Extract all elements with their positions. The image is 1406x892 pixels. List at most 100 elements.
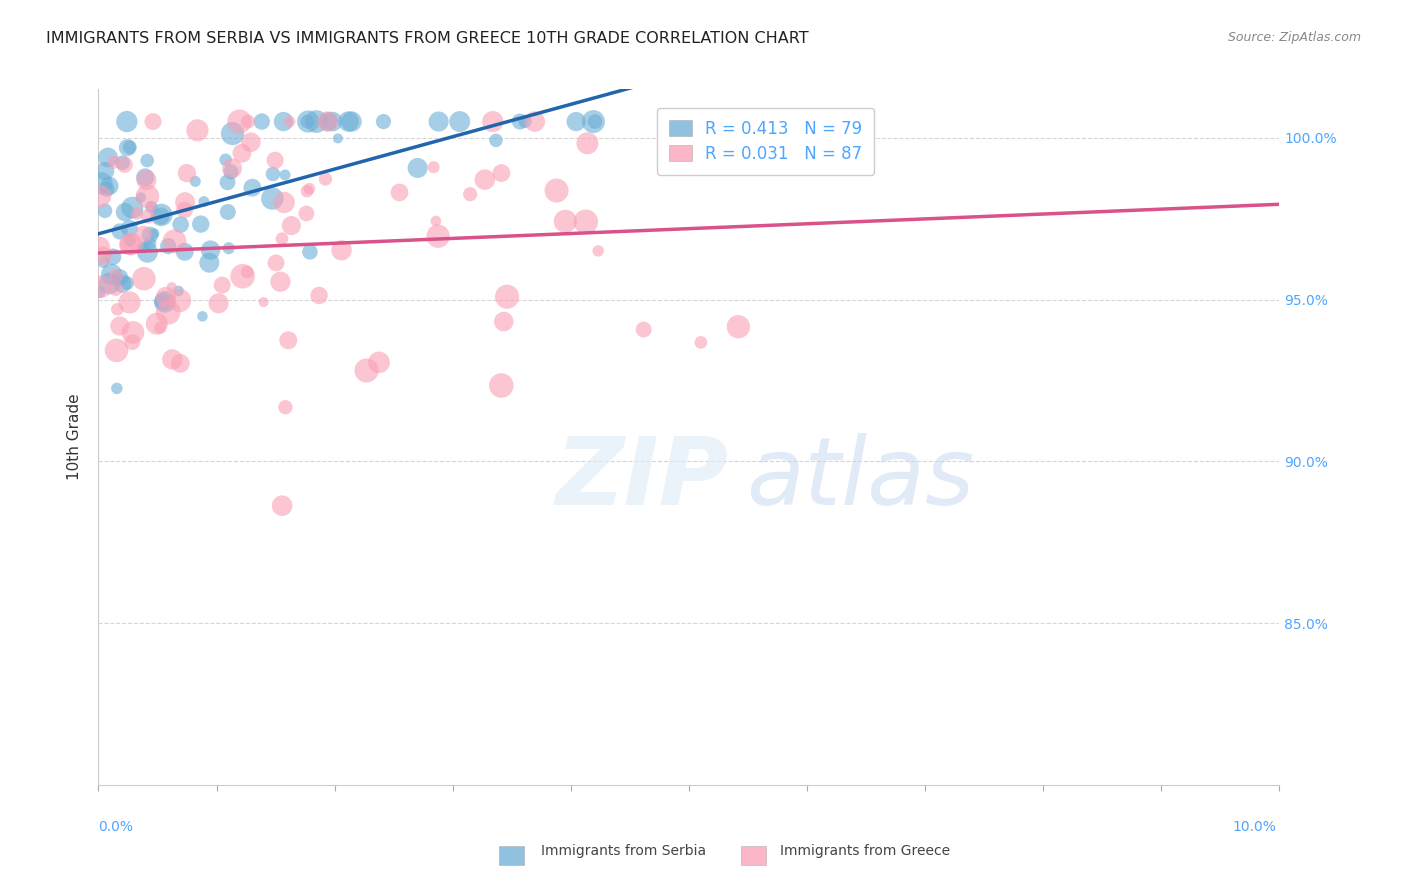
Point [136, 189, 159, 203]
Point [214, 153, 236, 167]
Text: Source: ZipAtlas.com: Source: ZipAtlas.com [1227, 31, 1361, 45]
Point [149, 209, 172, 223]
Point [481, 114, 503, 128]
Point [218, 241, 240, 255]
Point [89, 240, 111, 254]
Point [277, 334, 299, 348]
Point [576, 136, 599, 151]
Point [136, 209, 159, 223]
Y-axis label: 10th Grade: 10th Grade [67, 393, 83, 481]
Point [173, 244, 195, 259]
Point [100, 268, 122, 282]
Point [295, 184, 318, 198]
Point [163, 234, 186, 248]
Point [308, 288, 330, 302]
Point [491, 378, 513, 392]
Text: Immigrants from Greece: Immigrants from Greece [780, 844, 950, 857]
Point [305, 114, 328, 128]
Point [193, 194, 215, 209]
Point [173, 203, 195, 218]
Point [425, 214, 447, 228]
Point [118, 237, 141, 252]
Point [120, 237, 142, 252]
Point [427, 114, 450, 128]
Point [157, 305, 180, 319]
Point [217, 205, 239, 219]
Point [94, 203, 117, 218]
Point [186, 123, 208, 137]
Point [90, 177, 112, 191]
Point [264, 153, 287, 168]
Point [219, 165, 242, 179]
Point [575, 215, 598, 229]
Point [675, 126, 697, 140]
Point [273, 114, 295, 128]
Point [485, 133, 508, 147]
Point [523, 114, 546, 128]
Point [143, 227, 166, 241]
Point [97, 151, 120, 165]
Point [298, 182, 321, 196]
Point [122, 326, 145, 340]
Point [690, 335, 713, 350]
Point [474, 172, 496, 186]
Point [118, 295, 141, 310]
Point [141, 200, 163, 214]
Point [104, 268, 127, 283]
Point [142, 114, 165, 128]
Point [105, 343, 128, 358]
Point [492, 314, 515, 328]
Point [274, 400, 297, 414]
Point [132, 271, 155, 285]
Point [337, 114, 360, 128]
Text: Immigrants from Serbia: Immigrants from Serbia [541, 844, 706, 857]
Point [136, 153, 159, 168]
Point [174, 195, 197, 210]
Point [176, 166, 198, 180]
Point [271, 499, 294, 513]
Point [89, 285, 111, 299]
Point [146, 317, 169, 331]
Text: atlas: atlas [747, 434, 974, 524]
Point [114, 158, 136, 172]
Point [114, 205, 136, 219]
Point [108, 224, 131, 238]
Point [633, 322, 655, 336]
Point [326, 131, 349, 145]
Point [252, 295, 274, 310]
Text: 10.0%: 10.0% [1233, 821, 1277, 834]
Point [108, 318, 131, 333]
Text: 0.0%: 0.0% [98, 821, 134, 834]
Point [583, 114, 606, 128]
Point [117, 140, 139, 154]
Point [295, 206, 318, 220]
Point [132, 227, 155, 241]
Point [89, 189, 111, 203]
Point [271, 232, 294, 246]
Point [108, 270, 131, 285]
Point [221, 161, 243, 176]
Point [211, 278, 233, 293]
Point [115, 114, 138, 128]
Point [162, 352, 184, 367]
Point [149, 321, 172, 335]
Point [155, 290, 177, 304]
Point [250, 114, 273, 128]
Point [96, 182, 118, 196]
Point [111, 277, 134, 291]
Point [207, 296, 229, 310]
Point [727, 319, 749, 334]
Point [169, 356, 191, 370]
Point [236, 265, 259, 279]
Point [427, 229, 450, 244]
Point [513, 114, 536, 128]
Point [582, 114, 605, 128]
Point [136, 245, 159, 260]
Point [118, 234, 141, 248]
Point [330, 244, 353, 258]
Point [297, 114, 319, 128]
Point [264, 256, 287, 270]
Point [228, 114, 250, 128]
Point [105, 381, 128, 395]
Point [104, 282, 127, 296]
